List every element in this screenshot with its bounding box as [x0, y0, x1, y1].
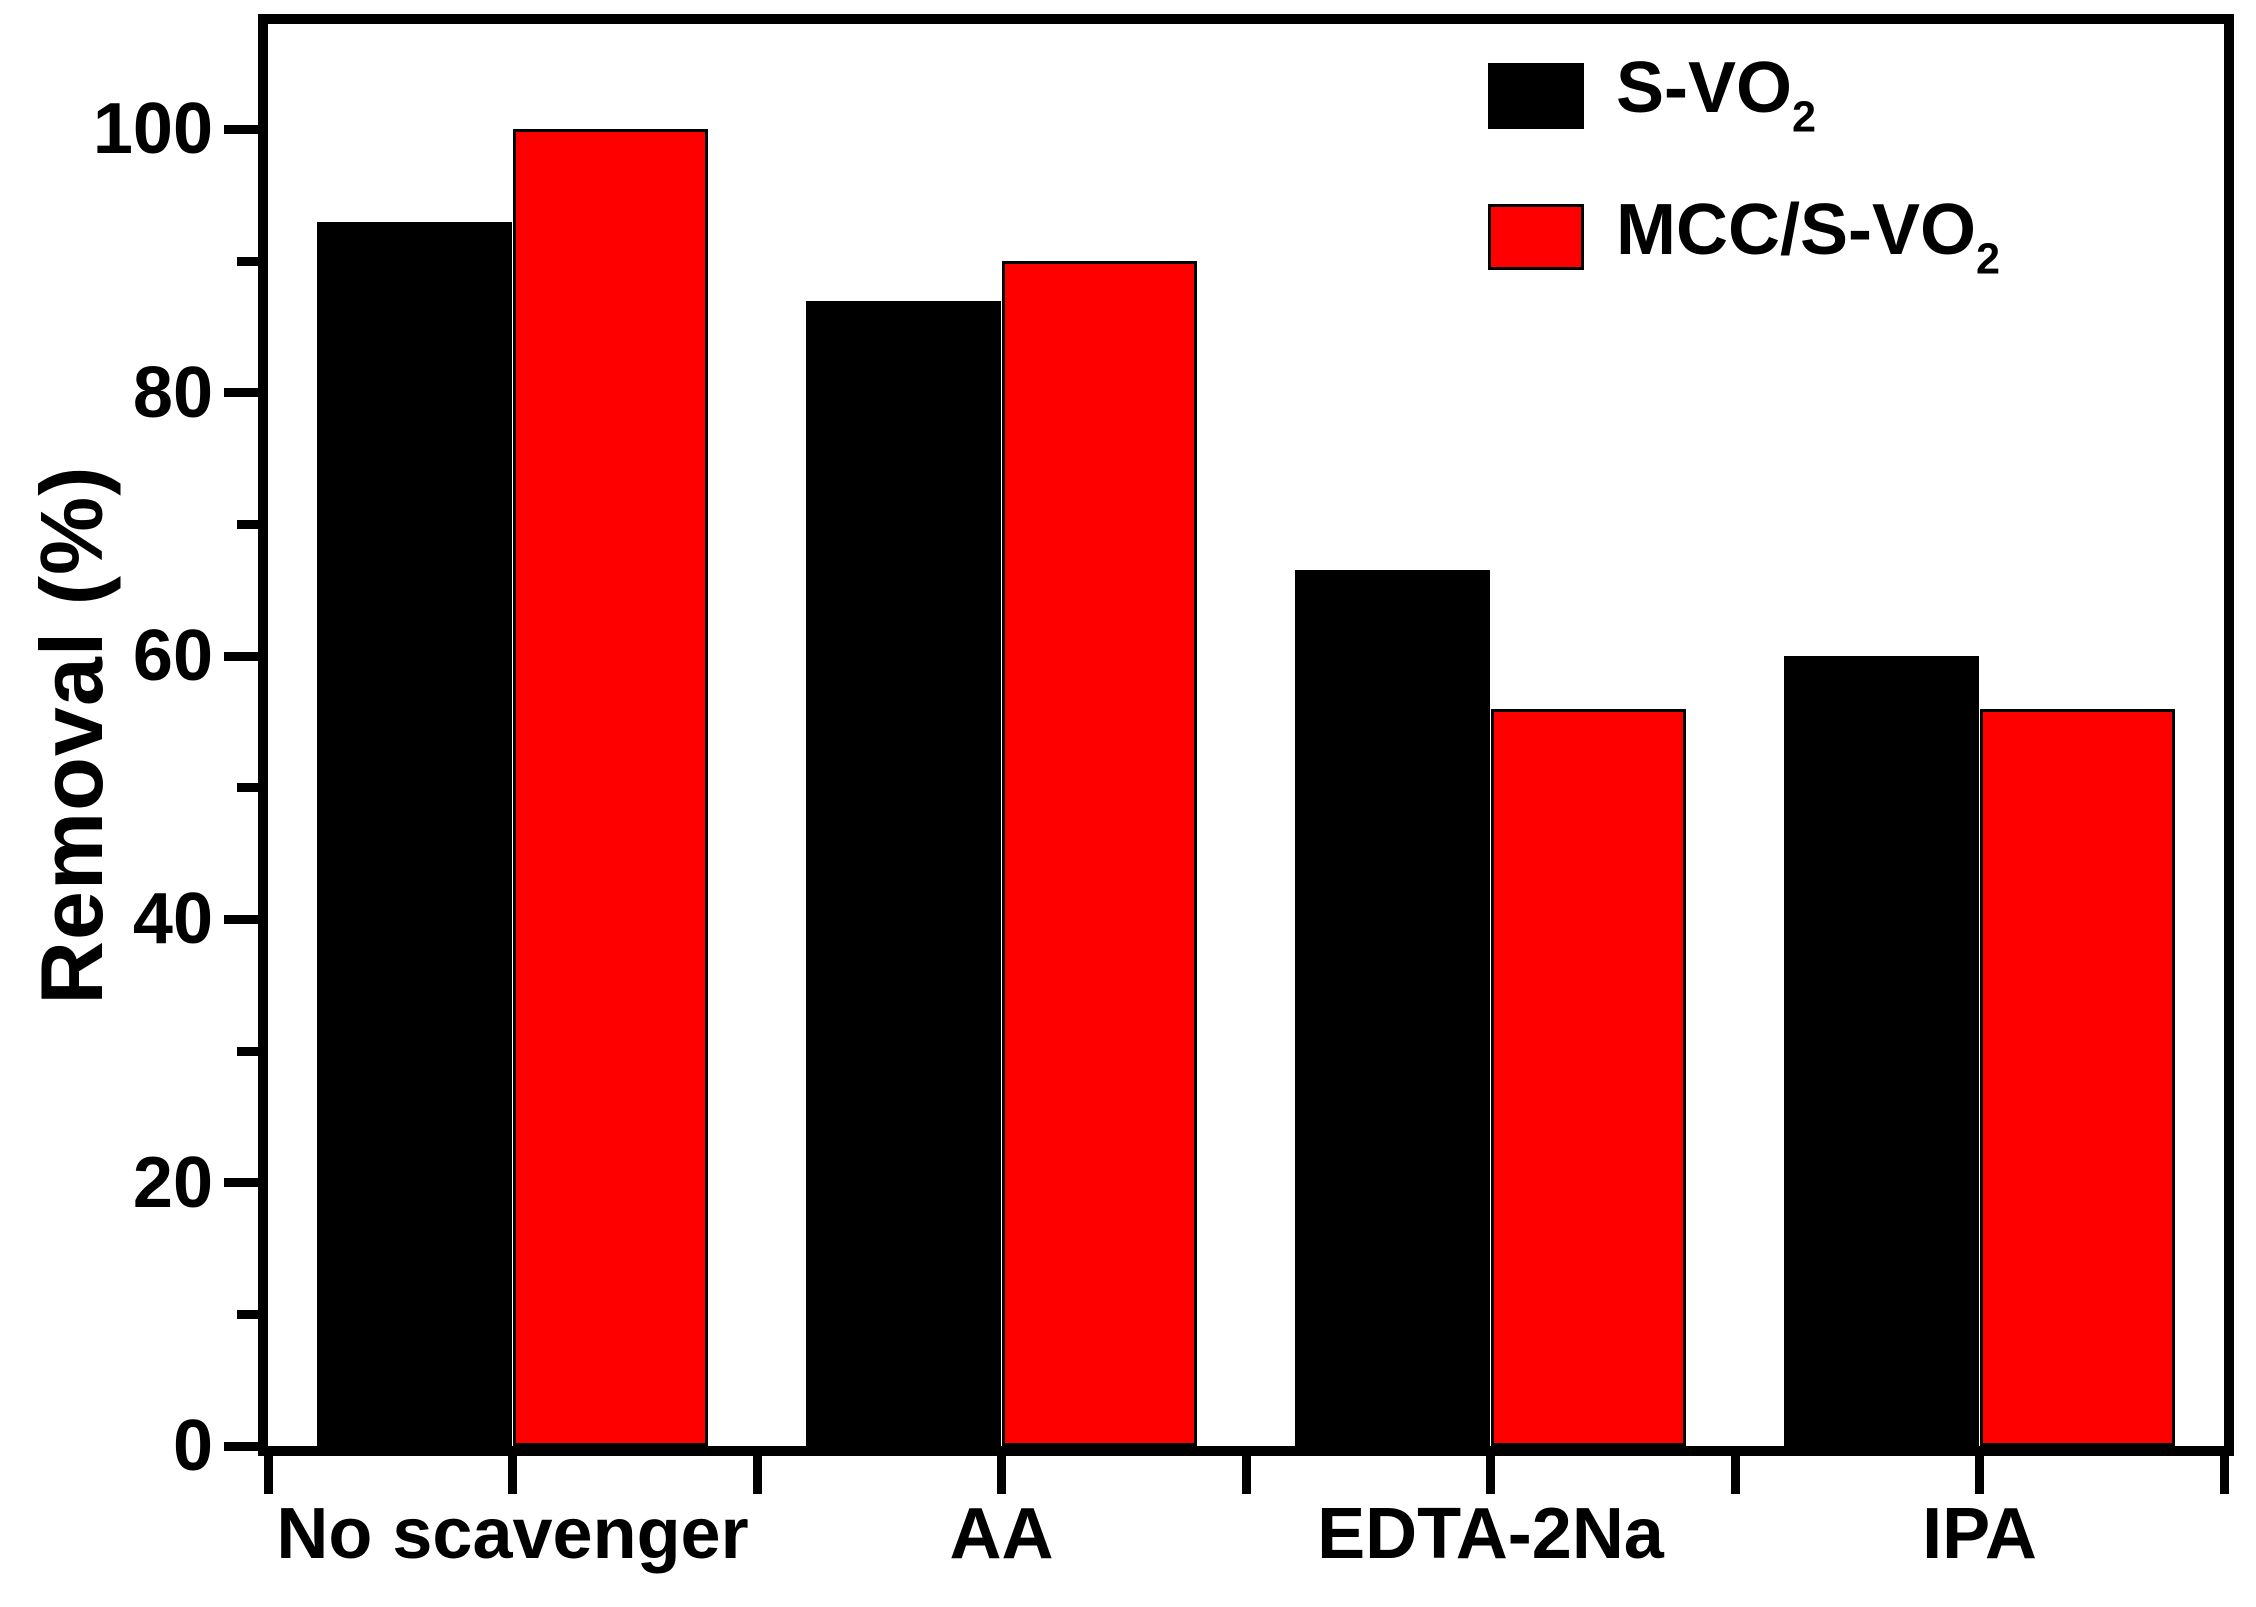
legend-item-s-vo2: S-VO2: [1488, 52, 2000, 140]
bar-mcc-s-vo2-edta-2na: [1490, 708, 1687, 1446]
x-axis-tick: [1241, 1456, 1251, 1494]
bar-s-vo2-no-scavenger: [316, 221, 513, 1446]
x-axis-tick: [752, 1456, 762, 1494]
x-axis-category-label-no-scavenger: No scavenger: [276, 1494, 749, 1574]
legend-item-mcc-s-vo2: MCC/S-VO2: [1488, 194, 2000, 282]
y-axis-tick-label: 60: [132, 616, 213, 696]
y-axis-major-tick: [224, 651, 258, 661]
plot-area: 0 20 40 60 80 100 No scavenger AA EDTA-2Na IPA: [93, 14, 2234, 1570]
y-axis-major-tick: [224, 914, 258, 924]
legend: S-VO2 MCC/S-VO2: [1488, 52, 2000, 335]
x-axis-tick: [263, 1456, 273, 1494]
bar-mcc-s-vo2-ipa: [1979, 708, 2176, 1446]
y-axis-tick-label: 0: [172, 1406, 213, 1486]
x-axis-tick: [2219, 1456, 2229, 1494]
x-axis-tick: [997, 1456, 1006, 1494]
legend-swatch-s-vo2: [1488, 62, 1584, 129]
bar-mcc-s-vo2-aa: [1001, 261, 1198, 1446]
y-axis-major-tick: [224, 124, 258, 134]
legend-label-subscript: 2: [1792, 93, 1817, 142]
bar-s-vo2-aa: [805, 300, 1002, 1446]
bar-s-vo2-ipa: [1783, 656, 1980, 1446]
y-axis-minor-tick: [237, 1046, 258, 1056]
legend-label-s-vo2: S-VO2: [1616, 48, 1817, 142]
y-axis-tick-label: 100: [92, 89, 213, 170]
x-axis-tick: [1730, 1456, 1740, 1494]
y-axis-minor-tick: [237, 1309, 258, 1319]
y-axis-tick-label: 80: [132, 352, 213, 433]
x-axis-category-label-aa: AA: [949, 1494, 1054, 1574]
legend-swatch-mcc-s-vo2: [1488, 204, 1584, 271]
y-axis-minor-tick: [237, 519, 258, 529]
x-axis-category-label-ipa: IPA: [1922, 1494, 2037, 1574]
y-axis-tick-label: 20: [132, 1142, 213, 1223]
y-axis-major-tick: [224, 1441, 258, 1451]
y-axis-major-tick: [224, 1178, 258, 1188]
y-axis-major-tick: [224, 388, 258, 398]
x-axis-tick: [508, 1456, 517, 1494]
y-axis-minor-tick: [237, 256, 258, 266]
x-axis-category-label-edta-2na: EDTA-2Na: [1317, 1494, 1664, 1574]
y-axis-minor-tick: [237, 783, 258, 793]
x-axis-tick: [1486, 1456, 1495, 1494]
y-axis-tick-label: 40: [132, 879, 213, 960]
bar-mcc-s-vo2-no-scavenger: [512, 129, 709, 1446]
legend-label-mcc-s-vo2: MCC/S-VO2: [1616, 189, 2001, 284]
legend-label-subscript: 2: [1976, 235, 2001, 284]
bar-s-vo2-edta-2na: [1294, 570, 1491, 1446]
x-axis-tick: [1975, 1456, 1984, 1494]
